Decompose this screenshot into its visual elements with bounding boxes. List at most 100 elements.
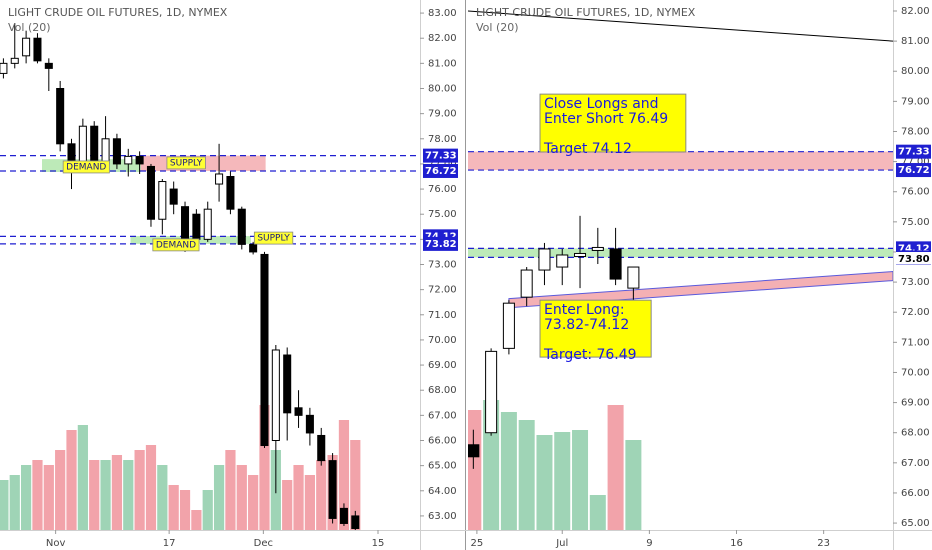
volume-bar (21, 465, 32, 530)
volume-bar (43, 465, 54, 530)
indicator-label: Vol (20) (476, 21, 519, 34)
price-tag (896, 163, 931, 178)
note-box (539, 93, 687, 153)
price-tag-label: 74.12 (425, 231, 457, 242)
candle-body (215, 173, 224, 185)
x-tick-label: Dec (254, 538, 273, 549)
y-tick-label: 80.00 (901, 66, 930, 77)
candle-body (305, 414, 314, 434)
candle-body (124, 155, 133, 165)
price-tag-label: 74.12 (898, 243, 930, 254)
volume-bar (100, 460, 111, 530)
y-tick-label: 78.00 (428, 134, 457, 145)
zone (468, 248, 893, 258)
candle-body (351, 515, 360, 529)
candle-body (10, 57, 19, 64)
volume-bar (248, 475, 259, 530)
zone-label-box (166, 156, 206, 170)
note-text: 73.82-74.12 (544, 317, 629, 333)
volume-bar (607, 405, 624, 530)
y-tick-label: 66.00 (428, 435, 457, 446)
candle-body (294, 407, 303, 416)
y-tick-label: 78.00 (901, 126, 930, 137)
x-tick-label: 15 (372, 538, 385, 549)
volume-bar (9, 475, 20, 530)
volume-bar (0, 480, 9, 530)
volume-bar (32, 460, 43, 530)
volume-bar (111, 455, 123, 530)
candle-body (203, 208, 212, 240)
zone-label-box (253, 231, 294, 245)
note-text: Enter Long: (544, 302, 625, 318)
volume-bar (304, 475, 315, 530)
volume-bar (236, 465, 247, 530)
candle-body (485, 350, 498, 434)
candle-body (538, 248, 551, 271)
volume-bar (225, 450, 236, 530)
x-tick-label: 17 (163, 538, 176, 549)
y-tick-label: 77.00 (901, 157, 930, 168)
candle-body (237, 208, 246, 245)
volume-bar (536, 435, 553, 530)
y-tick-label: 69.00 (901, 398, 930, 409)
plot-area: DEMAND SUPPLY DEMAND SUPPLY (0, 23, 420, 530)
candle-body (22, 37, 31, 57)
x-tick-label: 23 (817, 538, 830, 549)
y-tick-label: 63.00 (428, 511, 457, 522)
y-tick-label: 76.00 (901, 187, 930, 198)
y-tick-label: 79.00 (901, 96, 930, 107)
candle-body (44, 62, 53, 69)
candle-body (317, 434, 326, 462)
candle-body (56, 88, 65, 145)
y-tick-label: 81.00 (428, 58, 457, 69)
trend-line (468, 10, 893, 42)
y-tick-label: 75.00 (901, 217, 930, 228)
volume-bar (518, 420, 535, 530)
zone-label-box (62, 160, 110, 174)
volume-bar (293, 465, 304, 530)
y-tick-label: 68.00 (428, 385, 457, 396)
price-tag-label: 73.82 (425, 239, 457, 250)
volume-bar (350, 440, 361, 530)
note-target: Target: 76.49 (543, 347, 637, 363)
candle-body (192, 213, 201, 240)
y-tick-label: 82.00 (428, 33, 457, 44)
note-target: Target 74.12 (543, 141, 632, 157)
volume-bar (77, 425, 88, 530)
volume-bar (191, 510, 202, 530)
y-tick-label: 71.00 (428, 310, 457, 321)
volume-bar (316, 460, 327, 530)
volume-bar (157, 465, 168, 530)
y-tick-label: 67.00 (901, 458, 930, 469)
y-tick-label: 68.00 (901, 428, 930, 439)
candle-body (556, 254, 569, 268)
zone-label: SUPPLY (257, 234, 290, 244)
candle-body (591, 246, 604, 251)
candle-body (90, 125, 99, 165)
candle-body (520, 269, 533, 298)
y-tick-label: 75.00 (428, 209, 457, 220)
candle-body (135, 155, 144, 165)
price-tag (423, 148, 458, 163)
zone-label-box (152, 238, 200, 252)
y-tick-label: 73.00 (901, 277, 930, 288)
price-tag-label: 76.72 (898, 165, 930, 176)
x-tick-label: Nov (46, 538, 66, 549)
x-tick-label: 25 (471, 538, 484, 549)
last-price-label: 73.80 (898, 254, 930, 265)
candle-body (502, 302, 515, 349)
volume-bar (89, 460, 100, 530)
candle-body (181, 206, 190, 243)
x-tick-label: 9 (646, 538, 652, 549)
chart-title: LIGHT CRUDE OIL FUTURES, 1D, NYMEX (476, 6, 696, 19)
price-tag (423, 163, 458, 178)
y-tick-label: 65.00 (901, 518, 930, 529)
volume-bar (500, 412, 517, 530)
y-tick-label: 72.00 (428, 285, 457, 296)
candle-body (78, 125, 87, 165)
indicator-label: Vol (20) (8, 21, 51, 34)
volume-bar (338, 420, 350, 530)
candle-body (260, 253, 269, 447)
